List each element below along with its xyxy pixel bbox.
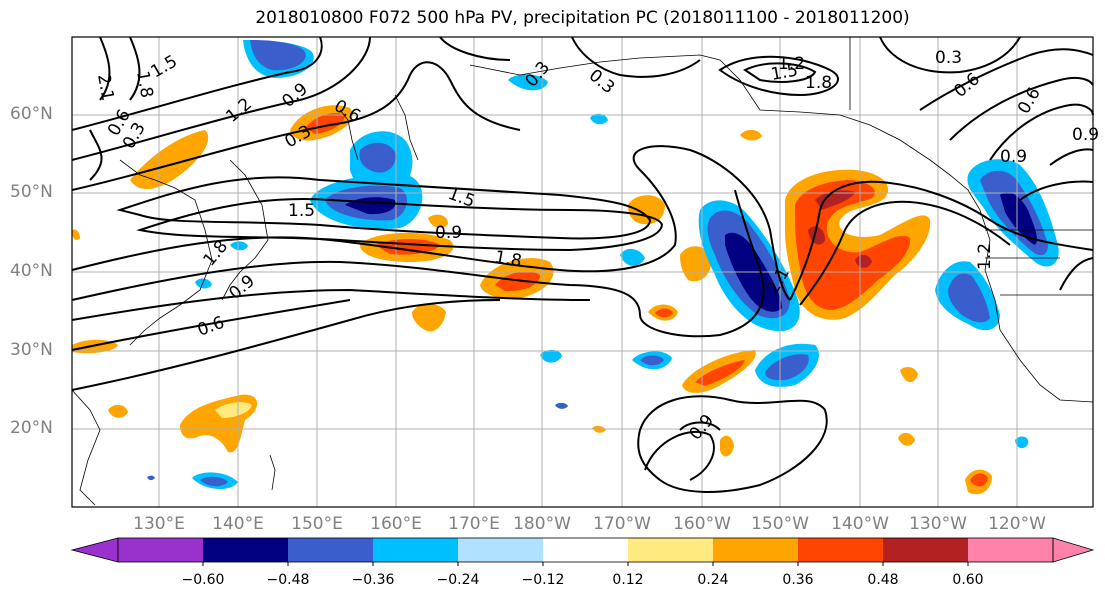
longitude-label: 140°W <box>831 514 889 534</box>
longitude-label: 140°E <box>212 514 264 534</box>
contour-label: 1.8 <box>805 73 832 93</box>
longitude-label: 180°W <box>513 514 571 534</box>
colorbar-tick-label: −0.24 <box>436 572 480 588</box>
longitude-label: 150°W <box>751 514 809 534</box>
colorbar-tick-label: 0.12 <box>612 572 644 588</box>
contour-label: 1.2 <box>778 54 805 74</box>
contour-label: 1.5 <box>769 61 799 85</box>
colorbar-bin <box>458 538 543 562</box>
colorbar-tick-label: 0.24 <box>697 572 729 588</box>
longitude-label: 130°E <box>133 514 185 534</box>
longitude-label: 150°E <box>291 514 343 534</box>
longitude-label: 170°W <box>593 514 651 534</box>
latitude-label: 60°N <box>10 104 53 124</box>
colorbar-extend-low <box>70 537 119 563</box>
contour-label: 0.3 <box>935 48 962 68</box>
colorbar-bin <box>628 538 713 562</box>
latitude-label: 50°N <box>10 182 53 202</box>
contour-label: 1.2 <box>975 243 995 270</box>
latitude-label: 20°N <box>10 418 53 438</box>
colorbar-tick-label: −0.48 <box>266 572 310 588</box>
longitude-label: 160°E <box>370 514 422 534</box>
graticule <box>72 37 1093 507</box>
contour-label: 0.9 <box>1072 125 1099 145</box>
longitude-label: 170°E <box>448 514 500 534</box>
latitude-label: 30°N <box>10 340 53 360</box>
colorbar-bin <box>118 538 203 562</box>
colorbar-bin <box>203 538 288 562</box>
colorbar-bin <box>713 538 798 562</box>
latitude-label: 40°N <box>10 261 53 281</box>
contour-label: 1.5 <box>288 201 315 221</box>
colorbar-bin <box>968 538 1053 562</box>
contour-label: 0.9 <box>1000 147 1027 167</box>
longitude-label: 120°W <box>988 514 1046 534</box>
colorbar-bin <box>288 538 373 562</box>
coastlines <box>71 37 1094 506</box>
contour-label: 1.8 <box>132 69 156 99</box>
map-frame <box>71 36 1094 508</box>
pv-contours <box>71 36 1094 493</box>
colorbar-bin <box>373 538 458 562</box>
colorbar-tick-label: −0.36 <box>351 572 395 588</box>
figure-title: 2018010800 F072 500 hPa PV, precipitatio… <box>255 8 910 28</box>
colorbar <box>70 537 1095 566</box>
longitude-label: 130°W <box>909 514 967 534</box>
colorbar-extend-high <box>1052 537 1095 563</box>
colorbar-tick-label: −0.12 <box>521 572 565 588</box>
colorbar-tick-label: 0.36 <box>782 572 814 588</box>
colorbar-bin <box>883 538 968 562</box>
colorbar-tick-label: 0.48 <box>867 572 899 588</box>
colorbar-tick-label: 0.60 <box>952 572 984 588</box>
contour-label: 0.9 <box>435 223 462 243</box>
contour-label: 2.1 <box>93 72 117 102</box>
colorbar-frame <box>117 537 1054 563</box>
colorbar-bin <box>798 538 883 562</box>
contour-label: 1.8 <box>493 247 523 271</box>
colorbar-bin <box>543 538 628 562</box>
longitude-label: 160°W <box>673 514 731 534</box>
colorbar-tick-label: −0.60 <box>181 572 225 588</box>
